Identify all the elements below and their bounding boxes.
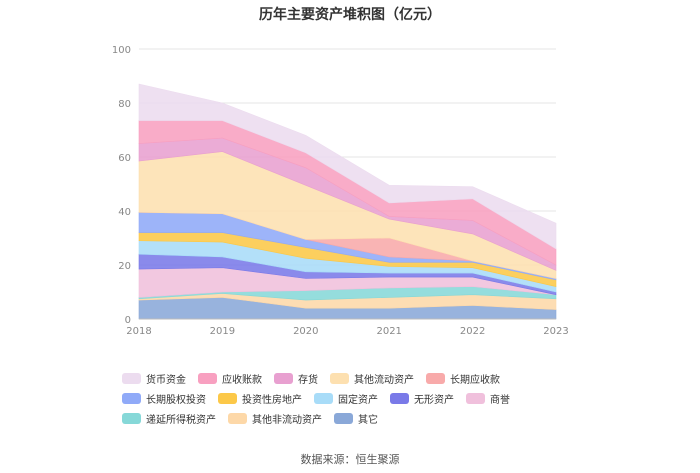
x-tick-label: 2023 xyxy=(543,326,568,337)
legend-swatch xyxy=(122,412,141,424)
legend-item[interactable]: 固定资产 xyxy=(314,391,378,406)
legend-swatch xyxy=(466,392,485,404)
legend: 货币资金 应收账款 存货 其他流动资产 长期应收款长期股权投资 投资性房地产 固定资产 无形资… xyxy=(122,371,592,426)
area-12 xyxy=(138,83,557,250)
y-tick-label: 60 xyxy=(118,153,131,164)
legend-label: 无形资产 xyxy=(414,394,454,406)
legend-swatch xyxy=(122,372,141,384)
legend-label: 其他非流动资产 xyxy=(252,414,322,426)
legend-swatch xyxy=(218,392,237,404)
legend-item[interactable]: 其它 xyxy=(334,411,378,426)
y-tick-label: 100 xyxy=(112,45,131,56)
area-series xyxy=(138,83,557,320)
legend-swatch xyxy=(122,392,141,404)
x-tick-label: 2021 xyxy=(376,326,401,337)
legend-label: 投资性房地产 xyxy=(242,394,302,406)
legend-label: 长期应收款 xyxy=(450,374,500,386)
legend-label: 递延所得税资产 xyxy=(146,414,216,426)
x-tick-label: 2020 xyxy=(293,326,318,337)
x-tick-label: 2018 xyxy=(126,326,151,337)
legend-item[interactable]: 长期应收款 xyxy=(426,371,500,386)
legend-item[interactable]: 投资性房地产 xyxy=(218,391,302,406)
legend-label: 存货 xyxy=(298,374,318,386)
legend-label: 固定资产 xyxy=(338,394,378,406)
legend-label: 商誉 xyxy=(490,394,510,406)
legend-item[interactable]: 其他非流动资产 xyxy=(228,411,322,426)
legend-label: 其它 xyxy=(358,414,378,426)
legend-item[interactable]: 应收账款 xyxy=(198,371,262,386)
y-tick-label: 20 xyxy=(118,261,131,272)
legend-item[interactable]: 商誉 xyxy=(466,391,510,406)
legend-label: 长期股权投资 xyxy=(146,394,206,406)
legend-item[interactable]: 无形资产 xyxy=(390,391,454,406)
legend-item[interactable]: 递延所得税资产 xyxy=(122,411,216,426)
y-tick-label: 80 xyxy=(118,99,131,110)
legend-label: 应收账款 xyxy=(222,374,262,386)
legend-label: 货币资金 xyxy=(146,374,186,386)
y-tick-label: 40 xyxy=(118,207,131,218)
x-tick-label: 2022 xyxy=(460,326,485,337)
legend-swatch xyxy=(198,372,217,384)
legend-swatch xyxy=(390,392,409,404)
legend-item[interactable]: 其他流动资产 xyxy=(330,371,414,386)
data-source: 数据来源：恒生聚源 xyxy=(300,453,400,466)
legend-item[interactable]: 货币资金 xyxy=(122,371,186,386)
legend-swatch xyxy=(334,412,353,424)
stacked-area-chart: 0 20 40 60 80 100 2018 2019 2020 2021 2022 2023 xyxy=(112,45,569,337)
x-tick-labels: 2018 2019 2020 2021 2022 2023 xyxy=(126,326,568,337)
legend-label: 其他流动资产 xyxy=(354,374,414,386)
legend-swatch xyxy=(314,392,333,404)
legend-item[interactable]: 存货 xyxy=(274,371,318,386)
chart-title: 历年主要资产堆积图（亿元） xyxy=(259,7,441,23)
legend-swatch xyxy=(274,372,293,384)
legend-swatch xyxy=(330,372,349,384)
x-tick-label: 2019 xyxy=(210,326,235,337)
legend-item[interactable]: 长期股权投资 xyxy=(122,391,206,406)
y-axis: 0 20 40 60 80 100 xyxy=(112,45,131,326)
legend-swatch xyxy=(426,372,445,384)
legend-swatch xyxy=(228,412,247,424)
y-tick-label: 0 xyxy=(125,315,131,326)
